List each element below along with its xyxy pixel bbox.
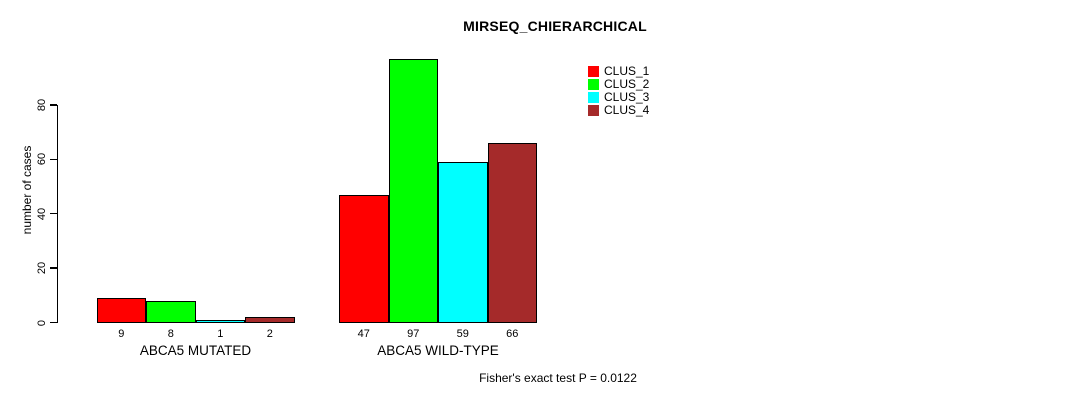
bar-value-label: 59: [456, 328, 469, 340]
y-axis-label: number of cases: [20, 145, 34, 235]
legend-item: CLUS_3: [588, 91, 649, 104]
bar-value-label: 47: [357, 328, 370, 340]
bar-clus_1-mutated: [96, 298, 146, 323]
y-tick-label: 60: [36, 153, 48, 166]
y-tick: [50, 267, 57, 269]
legend-swatch: [588, 66, 599, 77]
bar-clus_2-wildtype: [388, 58, 438, 323]
legend-item: CLUS_1: [588, 65, 649, 78]
bar-value-label: 9: [118, 328, 125, 340]
footer-note: Fisher's exact test P = 0.0122: [479, 371, 637, 385]
y-tick-label: 20: [36, 262, 48, 275]
legend-item: CLUS_4: [588, 104, 649, 117]
y-tick-label: 0: [36, 319, 48, 326]
legend-label: CLUS_3: [604, 90, 650, 104]
y-axis-line: [57, 104, 59, 323]
legend-swatch: [588, 92, 599, 103]
legend-item: CLUS_2: [588, 78, 649, 91]
y-tick: [50, 158, 57, 161]
bar-value-label: 66: [506, 328, 519, 340]
y-tick-label: 80: [36, 98, 48, 112]
bar-clus_4-mutated: [245, 317, 295, 323]
bar-clus_4-wildtype: [487, 143, 537, 323]
bar-clus_2-mutated: [146, 300, 196, 323]
group-label: ABCA5 MUTATED: [139, 343, 252, 358]
legend-swatch: [588, 79, 599, 90]
y-tick-label: 40: [36, 207, 48, 220]
legend-label: CLUS_1: [604, 64, 650, 78]
bar-clus_3-wildtype: [438, 162, 488, 323]
legend: CLUS_1 CLUS_2 CLUS_3 CLUS_4: [588, 65, 649, 117]
bar-value-label: 2: [266, 328, 273, 340]
chart-title: MIRSEQ_CHIERARCHICAL: [463, 18, 647, 34]
bar-clus_3-mutated: [195, 319, 245, 323]
bar-value-label: 97: [407, 328, 420, 340]
y-tick: [50, 104, 57, 106]
legend-label: CLUS_4: [604, 103, 650, 117]
y-tick: [50, 321, 57, 324]
legend-swatch: [588, 105, 599, 116]
bar-value-label: 8: [167, 328, 174, 340]
legend-label: CLUS_2: [604, 77, 650, 91]
bar-value-label: 1: [217, 328, 224, 340]
y-tick: [50, 213, 57, 215]
group-label: ABCA5 WILD-TYPE: [377, 343, 499, 358]
bar-clus_1-wildtype: [339, 194, 389, 323]
